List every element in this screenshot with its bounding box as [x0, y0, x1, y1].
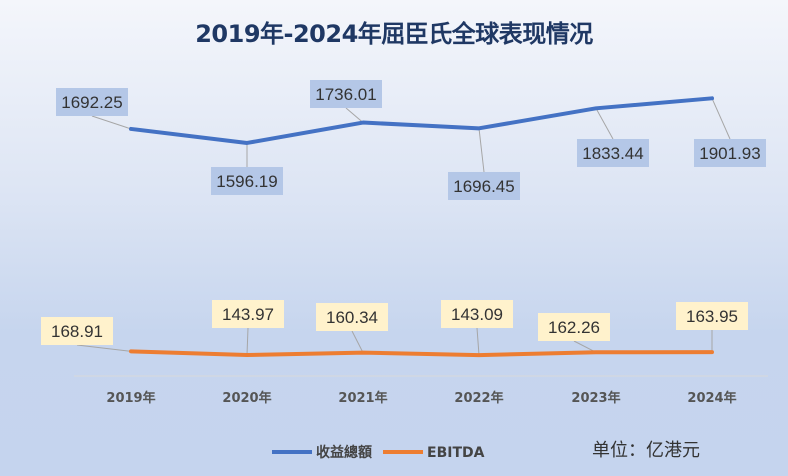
leader-line	[345, 107, 364, 123]
x-tick-label: 2021年	[338, 390, 387, 406]
data-label: 1736.01	[315, 85, 376, 104]
data-label: 1692.25	[61, 93, 122, 112]
data-label-box	[676, 302, 748, 330]
leader-line	[595, 108, 614, 140]
data-label: 1833.44	[582, 144, 643, 163]
data-label-box	[212, 300, 284, 328]
data-label-box	[448, 172, 520, 200]
data-label-box	[310, 80, 382, 108]
data-label: 1901.93	[699, 144, 760, 163]
unit-note: 单位：亿港元	[592, 440, 700, 461]
series-line-ebitda	[129, 349, 714, 358]
data-label: 168.91	[51, 322, 103, 341]
x-tick-label: 2024年	[687, 390, 736, 406]
series-line-revenue	[129, 96, 714, 145]
leader-line	[476, 327, 480, 356]
data-label-box	[694, 139, 766, 167]
legend-label: 收益總額	[316, 444, 372, 461]
leader-line	[91, 115, 132, 130]
data-label: 1596.19	[216, 172, 277, 191]
data-label-box	[441, 300, 513, 328]
data-label: 1696.45	[453, 177, 514, 196]
leader-line	[246, 327, 249, 355]
leader-line	[351, 330, 364, 353]
leader-line	[478, 128, 485, 173]
data-label: 143.97	[222, 305, 274, 324]
leader-line	[76, 344, 132, 352]
data-label-box	[41, 317, 113, 345]
data-label: 160.34	[326, 308, 378, 327]
x-tick-label: 2019年	[106, 390, 155, 406]
leader-line	[711, 98, 731, 140]
data-label: 162.26	[548, 318, 600, 337]
x-tick-label: 2020年	[222, 390, 271, 406]
data-label: 143.09	[451, 305, 503, 324]
x-tick-label: 2023年	[571, 390, 620, 406]
x-tick-label: 2022年	[454, 390, 503, 406]
data-label-box	[211, 167, 283, 195]
chart-title: 2019年-2024年屈臣氏全球表现情况	[195, 20, 593, 48]
data-label-box	[538, 313, 610, 341]
data-label-box	[316, 303, 388, 331]
data-label-box	[577, 139, 649, 167]
data-label: 163.95	[686, 307, 738, 326]
data-label-box	[56, 88, 128, 116]
legend-label: EBITDA	[427, 445, 485, 461]
